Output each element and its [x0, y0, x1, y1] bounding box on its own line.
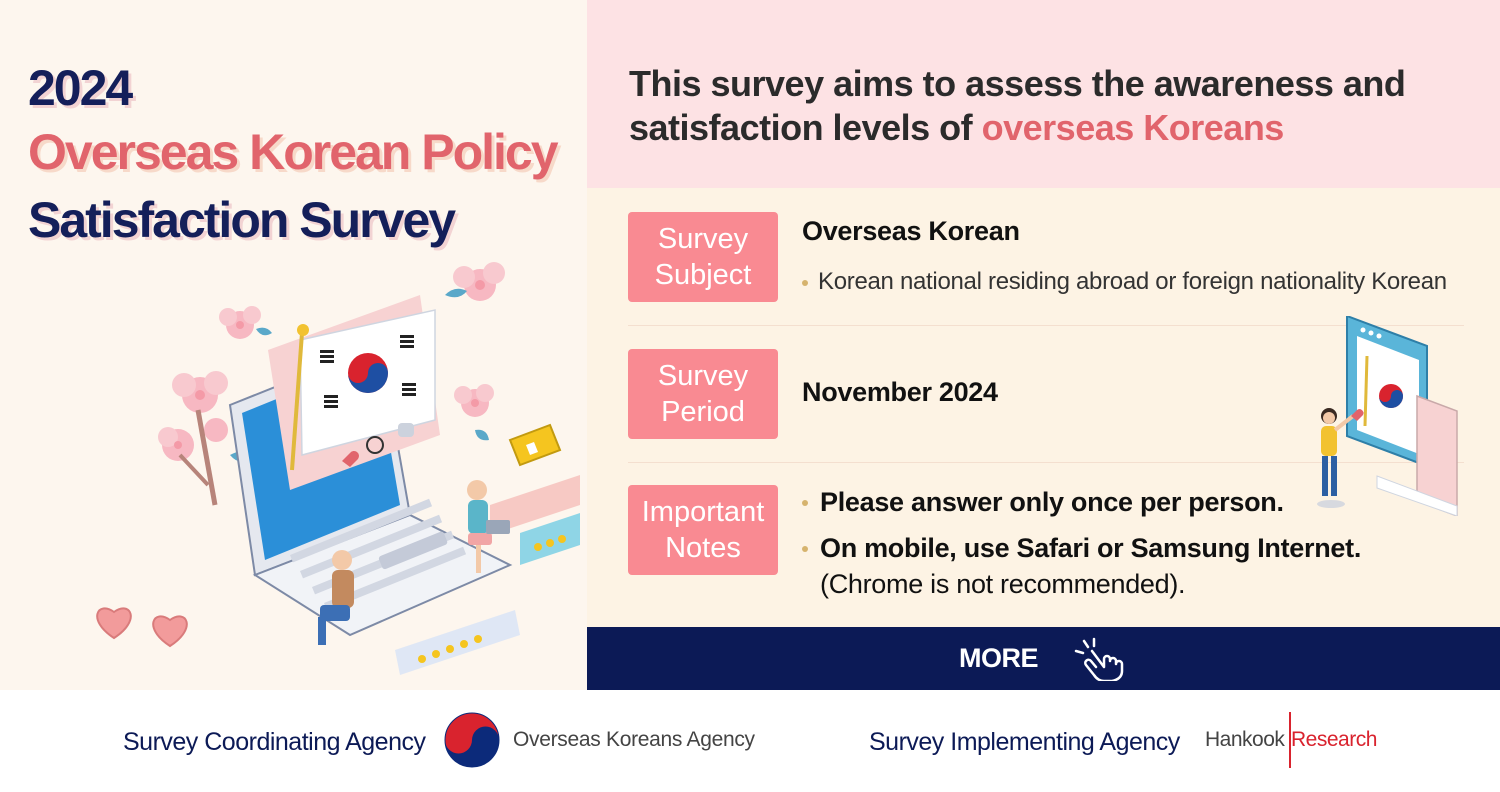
overseas-koreans-agency-logo-icon — [444, 712, 500, 768]
survey-period-value: November 2024 — [802, 377, 998, 407]
more-button[interactable]: MORE — [587, 627, 1500, 690]
note-mobile-browser: On mobile, use Safari or Samsung Interne… — [802, 533, 1361, 564]
note-chrome-warning: (Chrome is not recommended). — [820, 569, 1186, 599]
hearts-icon — [96, 607, 188, 648]
divider — [628, 462, 1464, 463]
hankook-research-logo: Hankook Research — [1205, 712, 1395, 768]
survey-subject-value: Overseas Korean — [802, 216, 1020, 246]
headline-line2-prefix: satisfaction levels of — [629, 107, 982, 148]
blossom-icon — [219, 306, 272, 339]
more-label: MORE — [959, 643, 1039, 673]
important-notes-row: Important Notes Please answer only once … — [628, 485, 1468, 615]
survey-period-label: Survey Period — [628, 349, 778, 439]
label-line: Important — [641, 496, 765, 528]
logo-bar — [1289, 712, 1291, 768]
label-line: Notes — [665, 532, 741, 564]
note-text: On mobile, use Safari or Samsung Interne… — [820, 533, 1362, 563]
bullet-icon — [802, 280, 808, 286]
headline-line2: satisfaction levels of overseas Koreans — [629, 106, 1405, 150]
survey-subject-label: Survey Subject — [628, 212, 778, 302]
coordinating-agency-name: Overseas Koreans Agency — [513, 728, 755, 751]
bullet-icon — [802, 500, 808, 506]
title-line-survey: Satisfaction Survey — [28, 192, 456, 248]
survey-period-row: Survey Period November 2024 — [628, 349, 1468, 439]
note-text: Please answer only once per person. — [820, 487, 1284, 517]
headline-line1: This survey aims to assess the awareness… — [629, 63, 1406, 104]
logo-text-research: Research — [1291, 728, 1377, 751]
footer: Survey Coordinating Agency Overseas Kore… — [0, 690, 1500, 792]
survey-info-panel: Survey Subject Overseas Korean Korean na… — [587, 188, 1500, 627]
coordinating-agency-label: Survey Coordinating Agency — [123, 728, 426, 756]
blossom-icon — [445, 262, 505, 301]
label-line: Survey — [657, 223, 749, 255]
headline: This survey aims to assess the awareness… — [629, 62, 1406, 150]
survey-subject-row: Survey Subject Overseas Korean Korean na… — [628, 212, 1468, 302]
blossom-icon — [158, 371, 252, 506]
pointer-click-icon — [1074, 637, 1124, 681]
person-illustration — [467, 480, 510, 573]
headline-band: This survey aims to assess the awareness… — [587, 0, 1500, 188]
left-panel: 2024 Overseas Korean Policy Satisfaction… — [0, 0, 587, 690]
blossom-icon — [454, 384, 494, 441]
logo-text-hankook: Hankook — [1205, 728, 1285, 751]
label-line: Period — [661, 396, 745, 428]
bullet-text: Korean national residing abroad or forei… — [818, 268, 1447, 295]
bullet-icon — [802, 546, 808, 552]
divider — [628, 325, 1464, 326]
person-illustration — [318, 550, 354, 645]
implementing-agency-label: Survey Implementing Agency — [869, 728, 1180, 756]
title-year: 2024 — [28, 60, 133, 116]
label-line: Survey — [657, 360, 749, 392]
label-line: Subject — [654, 259, 752, 291]
woman-flag-window-illustration — [1317, 316, 1458, 516]
survey-title: 2024 Overseas Korean Policy Satisfaction… — [28, 58, 559, 254]
title-line-policy: Overseas Korean Policy — [28, 124, 559, 180]
laptop-flag-illustration — [158, 262, 580, 675]
headline-accent: overseas Koreans — [981, 107, 1285, 148]
note-one-per-person: Please answer only once per person. — [802, 487, 1284, 518]
survey-subject-detail: Korean national residing abroad or forei… — [802, 268, 1447, 296]
important-notes-label: Important Notes — [628, 485, 778, 575]
